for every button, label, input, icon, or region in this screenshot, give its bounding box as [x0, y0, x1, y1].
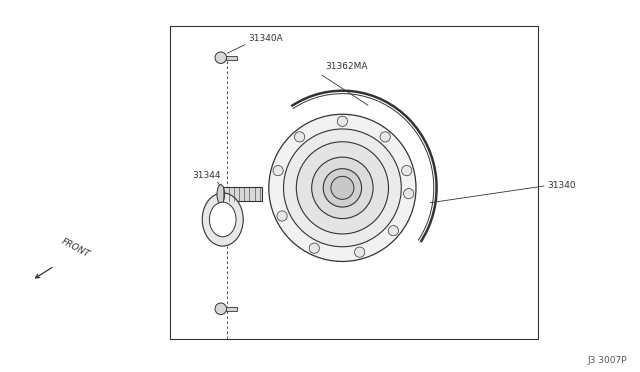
Ellipse shape — [273, 166, 284, 176]
Text: J3 3007P: J3 3007P — [588, 356, 627, 365]
Ellipse shape — [355, 247, 365, 257]
Text: 31344: 31344 — [192, 171, 221, 180]
Text: FRONT: FRONT — [60, 237, 91, 259]
Ellipse shape — [284, 129, 401, 247]
Ellipse shape — [277, 211, 287, 221]
Text: 31340A: 31340A — [248, 34, 283, 43]
Bar — [226, 307, 237, 311]
Ellipse shape — [296, 142, 388, 234]
Ellipse shape — [269, 114, 416, 262]
FancyBboxPatch shape — [221, 187, 262, 201]
Ellipse shape — [209, 202, 236, 237]
Ellipse shape — [312, 157, 373, 219]
Ellipse shape — [215, 303, 227, 314]
Ellipse shape — [404, 189, 414, 199]
Ellipse shape — [380, 132, 390, 142]
Ellipse shape — [331, 176, 354, 199]
Bar — [226, 56, 237, 60]
Ellipse shape — [401, 166, 412, 176]
Text: 31340: 31340 — [547, 182, 576, 190]
Ellipse shape — [323, 169, 362, 207]
Ellipse shape — [202, 193, 243, 246]
Text: 31362MA: 31362MA — [325, 62, 367, 71]
Ellipse shape — [337, 116, 348, 126]
Ellipse shape — [309, 243, 319, 253]
Ellipse shape — [217, 185, 225, 204]
Ellipse shape — [215, 52, 227, 63]
Ellipse shape — [388, 225, 399, 236]
Ellipse shape — [294, 132, 305, 142]
Bar — [170, 26, 538, 339]
